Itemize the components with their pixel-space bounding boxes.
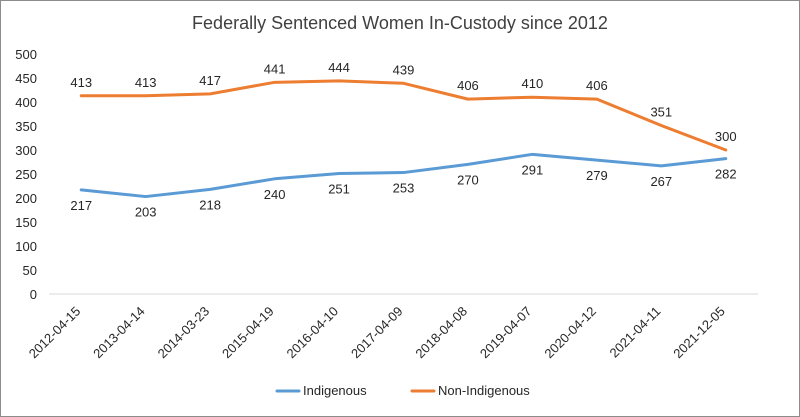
legend-label-0: Indigenous [303, 383, 367, 398]
data-label: 413 [70, 75, 92, 90]
y-tick-label: 0 [30, 287, 37, 302]
data-label: 410 [522, 76, 544, 91]
y-tick-label: 150 [15, 215, 37, 230]
data-label: 439 [393, 62, 415, 77]
series-line-0 [79, 152, 728, 199]
data-label: 267 [650, 174, 672, 189]
x-tick-label: 2015-04-19 [219, 304, 277, 362]
x-tick-label: 2019-04-07 [477, 304, 535, 362]
x-tick-label: 2013-04-14 [90, 304, 148, 362]
y-tick-label: 300 [15, 143, 37, 158]
plot-area: 0 50 100 150 200 250 300 350 400 450 500 2012-04-15… [15, 47, 758, 361]
data-label: 240 [264, 187, 286, 202]
y-tick-label: 50 [23, 263, 37, 278]
data-label: 270 [457, 172, 479, 187]
data-label: 300 [715, 129, 737, 144]
x-tick-label: 2021-04-11 [606, 304, 663, 361]
data-label: 217 [70, 198, 92, 213]
data-label: 406 [586, 78, 608, 93]
data-label: 291 [522, 162, 544, 177]
legend-label-1: Non-Indigenous [438, 383, 530, 398]
data-label: 253 [393, 181, 415, 196]
x-tick-label: 2012-04-15 [26, 304, 84, 362]
data-label: 441 [264, 61, 286, 76]
x-tick-label: 2014-03-23 [155, 304, 213, 362]
x-tick-label: 2021-12-05 [670, 304, 728, 362]
data-label: 413 [135, 75, 157, 90]
data-label: 351 [650, 105, 672, 120]
y-tick-label: 500 [15, 47, 37, 62]
y-tick-label: 450 [15, 71, 37, 86]
data-label: 406 [457, 78, 479, 93]
y-tick-label: 100 [15, 239, 37, 254]
x-tick-label: 2016-04-10 [284, 304, 342, 362]
y-tick-label: 200 [15, 191, 37, 206]
data-label: 282 [715, 167, 737, 182]
x-tick-label: 2017-04-09 [348, 304, 406, 362]
x-tick-label: 2018-04-08 [412, 304, 470, 362]
y-tick-label: 350 [15, 119, 37, 134]
y-tick-label: 250 [15, 167, 37, 182]
data-label: 218 [199, 197, 221, 212]
legend: Indigenous Non-Indigenous [275, 383, 530, 398]
data-label: 203 [135, 205, 157, 220]
data-label: 251 [328, 182, 350, 197]
chart-title: Federally Sentenced Women In-Custody sin… [192, 13, 608, 33]
x-tick-label: 2020-04-12 [541, 304, 599, 362]
data-label: 279 [586, 168, 608, 183]
y-tick-label: 400 [15, 95, 37, 110]
series-line-1 [79, 79, 728, 152]
data-label: 444 [328, 60, 350, 75]
data-label: 417 [199, 73, 221, 88]
